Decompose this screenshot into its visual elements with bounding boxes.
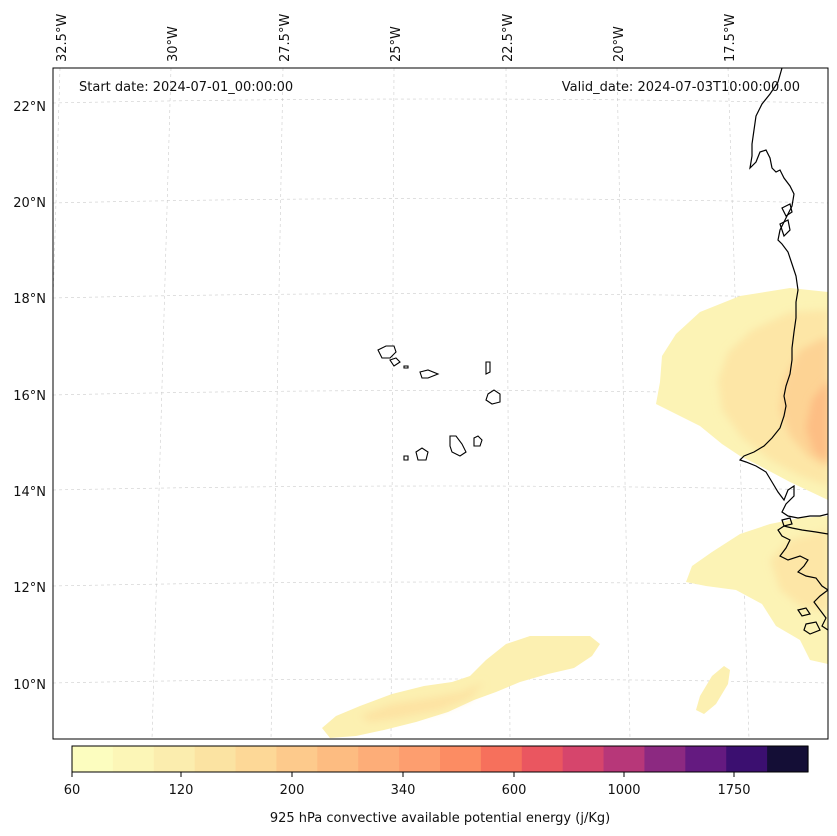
map-frame [52, 67, 829, 740]
island-sao-nicolau [419, 369, 440, 379]
lon-label-17-5w: 17.5°W [723, 14, 738, 62]
coastline-islet-4 [779, 219, 791, 238]
start-date-text: Start date: 2024-07-01_00:00:00 [79, 80, 293, 95]
lat-label-10n: 10°N [13, 678, 46, 693]
lat-label-14n: 14°N [13, 485, 46, 500]
island-maio [473, 435, 483, 447]
coastline-mainland [738, 68, 828, 519]
colorbar-tick-120: 120 [169, 783, 194, 798]
coastline-islet-2 [803, 621, 821, 635]
island-fogo [415, 447, 429, 461]
colorbar-cell [767, 746, 809, 772]
lat-label-12n: 12°N [13, 581, 46, 596]
island-santiago [449, 435, 467, 457]
coastline-guinea-bissau [777, 525, 828, 591]
lon-label-32-5w: 32.5°W [55, 14, 70, 62]
colorbar-cell [235, 746, 278, 772]
colorbar-ticks: 60 120 200 340 600 1000 1750 [64, 772, 751, 798]
colorbar-cell [358, 746, 400, 772]
colorbar-cell [399, 746, 441, 772]
colorbar-cell [644, 746, 686, 772]
cape-region-blob [696, 666, 730, 714]
colorbar-cell [112, 746, 155, 772]
coastline-islet-3 [781, 517, 793, 527]
colorbar-cells [72, 746, 809, 772]
cape-field [322, 288, 828, 738]
island-sao-vicente [389, 357, 401, 367]
gridlines [53, 68, 828, 739]
latitude-labels: 22°N 20°N 18°N 16°N 14°N 12°N 10°N [13, 100, 46, 693]
colorbar-tick-200: 200 [280, 783, 305, 798]
island-boa-vista [485, 389, 501, 405]
colorbar-tick-1750: 1750 [717, 783, 750, 798]
lat-label-16n: 16°N [13, 389, 46, 404]
lon-label-27-5w: 27.5°W [278, 14, 293, 62]
map-panel: Start date: 2024-07-01_00:00:00 Valid_da… [52, 67, 829, 740]
colorbar-cell [276, 746, 318, 772]
lon-label-25w: 25°W [389, 26, 404, 62]
colorbar-cell [72, 746, 114, 772]
colorbar-cell [317, 746, 359, 772]
coastline-islet-5 [781, 203, 793, 217]
colorbar-cell [562, 746, 605, 772]
coastline-islet-1 [797, 607, 811, 617]
island-santo-antao [377, 345, 397, 359]
colorbar-frame [71, 745, 809, 773]
colorbar-cell [726, 746, 768, 772]
island-santa-luzia [403, 365, 409, 369]
longitude-labels: 32.5°W 30°W 27.5°W 25°W 22.5°W 20°W 17.5… [55, 14, 738, 62]
colorbar-tick-60: 60 [64, 783, 81, 798]
colorbar-tick-1000: 1000 [607, 783, 640, 798]
lon-label-20w: 20°W [612, 26, 627, 62]
colorbar-cell [603, 746, 646, 772]
valid-date-text: Valid_date: 2024-07-03T10:00:00.00 [562, 80, 800, 95]
lat-label-20n: 20°N [13, 196, 46, 211]
island-sal [485, 361, 491, 375]
colorbar-cell [685, 746, 727, 772]
lon-label-30w: 30°W [166, 26, 181, 62]
colorbar: 60 120 200 340 600 1000 1750 925 hPa con… [64, 745, 809, 826]
cape-region-tongue-l2 [360, 682, 484, 722]
colorbar-cell [194, 746, 237, 772]
colorbar-tick-340: 340 [391, 783, 416, 798]
colorbar-cell [440, 746, 482, 772]
colorbar-tick-600: 600 [502, 783, 527, 798]
colorbar-cell [521, 746, 564, 772]
colorbar-cell [153, 746, 196, 772]
lat-label-18n: 18°N [13, 292, 46, 307]
island-brava [403, 455, 409, 461]
lon-label-22-5w: 22.5°W [501, 14, 516, 62]
coastline-guinea [813, 589, 828, 631]
colorbar-label: 925 hPa convective available potential e… [270, 811, 610, 826]
cape-region-north-l4 [806, 380, 828, 462]
cape-verde-islands [377, 345, 501, 461]
coastlines [738, 68, 828, 635]
colorbar-cell [480, 746, 523, 772]
lat-label-22n: 22°N [13, 100, 46, 115]
